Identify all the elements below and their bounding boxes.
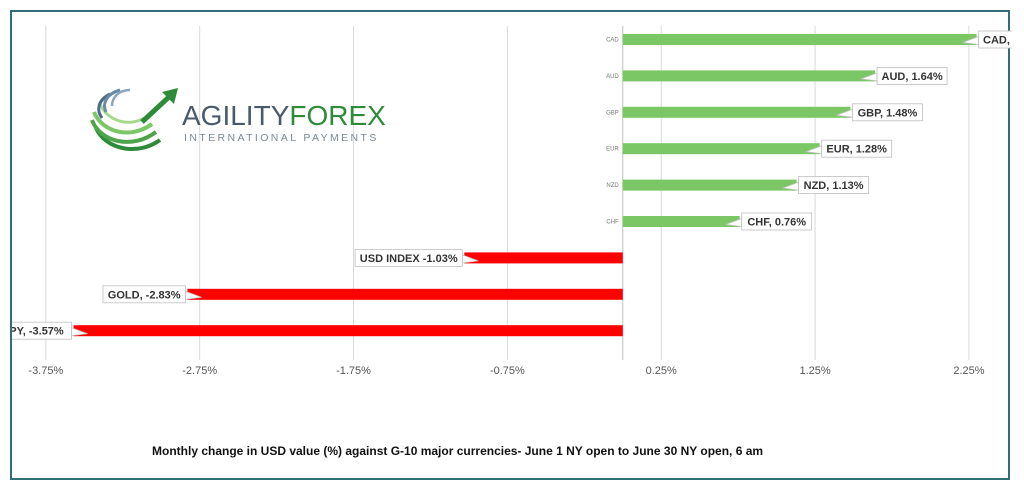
data-label-box (978, 30, 1012, 49)
x-tick-label: 0.25% (646, 365, 677, 377)
category-label: NZD (606, 183, 619, 189)
bar-aud (622, 70, 876, 82)
chart-caption: Monthly change in USD value (%) against … (152, 444, 764, 458)
bar-jpy (73, 325, 623, 337)
data-label: NZD, 1.13% (804, 180, 864, 192)
category-label: GBP (606, 110, 619, 116)
data-label: CAD, 2.30% (983, 35, 1012, 47)
x-tick-label: -3.75% (28, 365, 63, 377)
bar-chart: CAD CAD, 2.30% AUD AUD, 1.64% GBP GBP, 1.48% E… (12, 26, 1012, 377)
logo-tagline: INTERNATIONAL PAYMENTS (184, 132, 379, 144)
data-label-box (741, 212, 813, 231)
x-tick-label: 2.25% (953, 365, 984, 377)
bar-chf (622, 216, 740, 227)
data-label-box (12, 321, 72, 340)
category-label: CHF (606, 220, 619, 226)
x-tick-label: -1.75% (336, 365, 371, 377)
data-label-box (852, 103, 923, 122)
logo-wordmark: AGILITYFOREX (182, 100, 386, 131)
data-label: GBP, 1.48% (858, 107, 918, 119)
bar-usd-index (464, 252, 623, 264)
data-label-box (798, 176, 870, 195)
x-tick-label: -0.75% (490, 365, 525, 377)
bar-eur (622, 143, 820, 155)
category-label: AUD (606, 74, 619, 80)
x-tick-label: 1.25% (799, 365, 830, 377)
data-label-box (821, 139, 893, 158)
globe-swoosh-icon (90, 88, 178, 152)
data-label: USD INDEX -1.03% (360, 253, 458, 265)
category-label: EUR (606, 147, 619, 153)
bar-nzd (622, 179, 797, 191)
x-tick-label: -2.75% (182, 365, 217, 377)
bar-cad (622, 34, 977, 45)
chart-frame: CAD CAD, 2.30% AUD AUD, 1.64% GBP GBP, 1.48% E… (10, 10, 1012, 480)
bar-gbp (622, 106, 851, 118)
data-label: JPY, -3.57% (12, 326, 64, 338)
data-label-box (102, 285, 186, 304)
data-label: CHF, 0.76% (747, 217, 806, 229)
data-label-box (354, 248, 463, 267)
data-label: GOLD, -2.83% (108, 289, 181, 301)
data-label-box (876, 67, 948, 85)
data-label: AUD, 1.64% (882, 71, 943, 83)
data-label: EUR, 1.28% (826, 144, 887, 156)
agility-forex-logo: AGILITYFOREX INTERNATIONAL PAYMENTS (86, 82, 386, 162)
bar-gold (187, 288, 623, 300)
category-label: CAD (606, 38, 619, 44)
